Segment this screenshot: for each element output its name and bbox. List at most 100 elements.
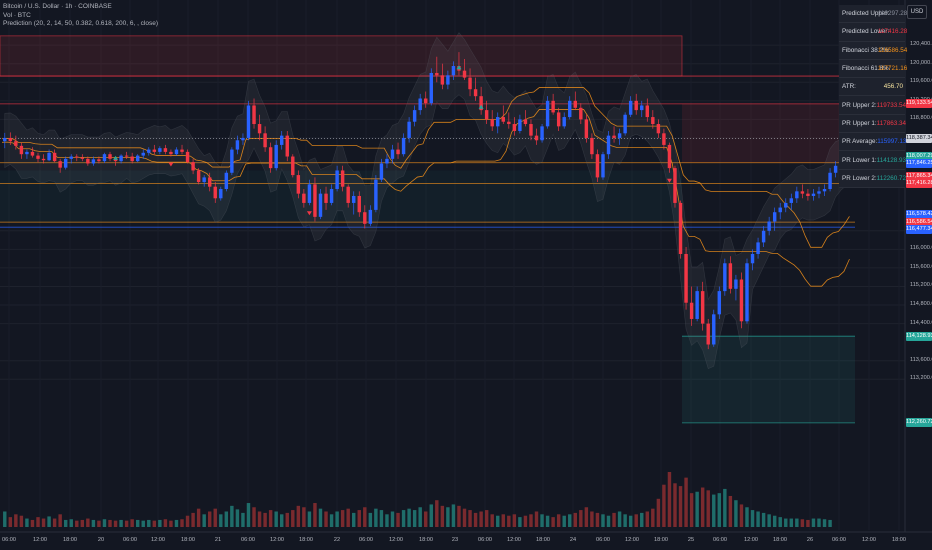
candle-body bbox=[640, 105, 644, 111]
candle-body bbox=[252, 105, 256, 125]
volume-bar bbox=[446, 507, 450, 527]
candle-body bbox=[296, 175, 301, 194]
info-row: PR Lower 1: 114128.93 bbox=[839, 151, 906, 170]
candle-body bbox=[163, 148, 168, 152]
info-label: Predicted Upper: bbox=[842, 10, 890, 18]
time-axis-label: 12:00 bbox=[151, 537, 165, 543]
volume-bar bbox=[822, 519, 827, 527]
volume-bar bbox=[451, 504, 456, 527]
candle-body bbox=[318, 193, 323, 217]
candle-body bbox=[324, 193, 328, 203]
volume-bar bbox=[817, 518, 821, 527]
time-axis-label: 18:00 bbox=[536, 537, 550, 543]
price-axis-label: 113,200.00 bbox=[910, 375, 932, 382]
time-axis-label: 06:00 bbox=[713, 537, 727, 543]
time-axis-label: 12:00 bbox=[507, 537, 521, 543]
upper-zone bbox=[0, 35, 683, 77]
time-axis-label: 18:00 bbox=[654, 537, 668, 543]
volume-bar bbox=[457, 505, 461, 527]
candle-body bbox=[69, 156, 73, 159]
price-axis-label: 120,000.00 bbox=[910, 59, 932, 66]
volume-bar bbox=[662, 484, 666, 527]
volume-bar bbox=[169, 520, 173, 527]
volume-bar bbox=[213, 508, 217, 527]
candle-body bbox=[507, 121, 511, 125]
candle-body bbox=[817, 191, 821, 194]
price-tag: 119,133.54 bbox=[906, 99, 932, 109]
volume-bar bbox=[573, 512, 577, 527]
time-axis-label: 18:00 bbox=[181, 537, 195, 543]
volume-bar bbox=[313, 503, 317, 527]
volume-legend[interactable]: Vol · BTC bbox=[3, 11, 31, 19]
candle-body bbox=[795, 191, 799, 199]
candle-body bbox=[235, 140, 240, 150]
indicator-legend[interactable]: Prediction (20, 2, 14, 50, 0.382, 0.618,… bbox=[3, 20, 159, 28]
sell-signal-marker bbox=[666, 178, 672, 183]
volume-bar bbox=[202, 514, 206, 527]
price-axis-label: 119,600.00 bbox=[910, 78, 932, 85]
candle-body bbox=[202, 177, 206, 183]
info-row: Predicted Lower: 117416.28 bbox=[839, 23, 907, 42]
candle-body bbox=[534, 135, 539, 141]
volume-bar bbox=[507, 515, 511, 527]
volume-bar bbox=[473, 512, 478, 527]
time-axis-label: 18:00 bbox=[63, 537, 77, 543]
candle-body bbox=[141, 152, 145, 156]
candle-body bbox=[479, 96, 483, 111]
candle-body bbox=[224, 172, 229, 190]
volume-bar bbox=[357, 510, 361, 527]
volume-bar bbox=[263, 512, 267, 527]
info-value: 117416.28 bbox=[878, 28, 908, 36]
candle-body bbox=[822, 189, 827, 192]
volume-bar bbox=[14, 514, 18, 527]
price-axis-label: 115,200.00 bbox=[910, 282, 932, 289]
candle-body bbox=[573, 100, 577, 108]
time-axis-label: 06:00 bbox=[241, 537, 255, 543]
candle-body bbox=[230, 149, 234, 173]
volume-bar bbox=[91, 519, 96, 527]
info-value: 115997.13 bbox=[877, 138, 907, 146]
price-axis-label: 113,600.00 bbox=[910, 356, 932, 363]
volume-bar bbox=[800, 519, 805, 527]
candle-body bbox=[91, 159, 96, 164]
volume-bar bbox=[756, 511, 760, 527]
volume-bar bbox=[108, 519, 112, 527]
volume-bar bbox=[302, 507, 306, 527]
time-axis-label: 06:00 bbox=[123, 537, 137, 543]
candle-body bbox=[63, 158, 68, 168]
volume-bar bbox=[518, 517, 522, 527]
volume-bar bbox=[124, 520, 129, 527]
candle-body bbox=[623, 114, 627, 134]
volume-bar bbox=[318, 508, 323, 527]
candle-body bbox=[584, 119, 589, 138]
volume-bar bbox=[617, 511, 622, 527]
buy-signal-marker bbox=[113, 155, 119, 160]
candle-body bbox=[496, 117, 500, 127]
volume-bar bbox=[274, 511, 278, 527]
candle-body bbox=[435, 72, 439, 76]
volume-bar bbox=[47, 516, 51, 527]
candle-body bbox=[329, 189, 334, 203]
candle-body bbox=[473, 89, 478, 97]
candle-body bbox=[335, 170, 339, 190]
info-value: 112260.72 bbox=[876, 174, 906, 182]
volume-bar bbox=[678, 486, 683, 527]
info-value: 114128.93 bbox=[876, 156, 906, 164]
time-axis-label: 21 bbox=[214, 537, 222, 543]
volume-bar bbox=[147, 519, 151, 527]
candle-body bbox=[257, 124, 262, 134]
time-axis-label: 12:00 bbox=[389, 537, 403, 543]
symbol-title[interactable]: Bitcoin / U.S. Dollar · 1h · COINBASE bbox=[3, 3, 112, 10]
candle-body bbox=[385, 158, 389, 164]
candle-body bbox=[695, 291, 699, 319]
candle-body bbox=[379, 163, 384, 180]
volume-bar bbox=[324, 511, 328, 527]
info-row: PR Upper 1: 117863.34 bbox=[839, 114, 906, 134]
time-axis-label: 24 bbox=[569, 537, 577, 543]
volume-bar bbox=[291, 510, 295, 527]
currency-selector[interactable]: USD bbox=[907, 5, 927, 19]
candle-body bbox=[606, 135, 611, 155]
candle-body bbox=[728, 263, 733, 289]
candle-body bbox=[551, 100, 555, 113]
